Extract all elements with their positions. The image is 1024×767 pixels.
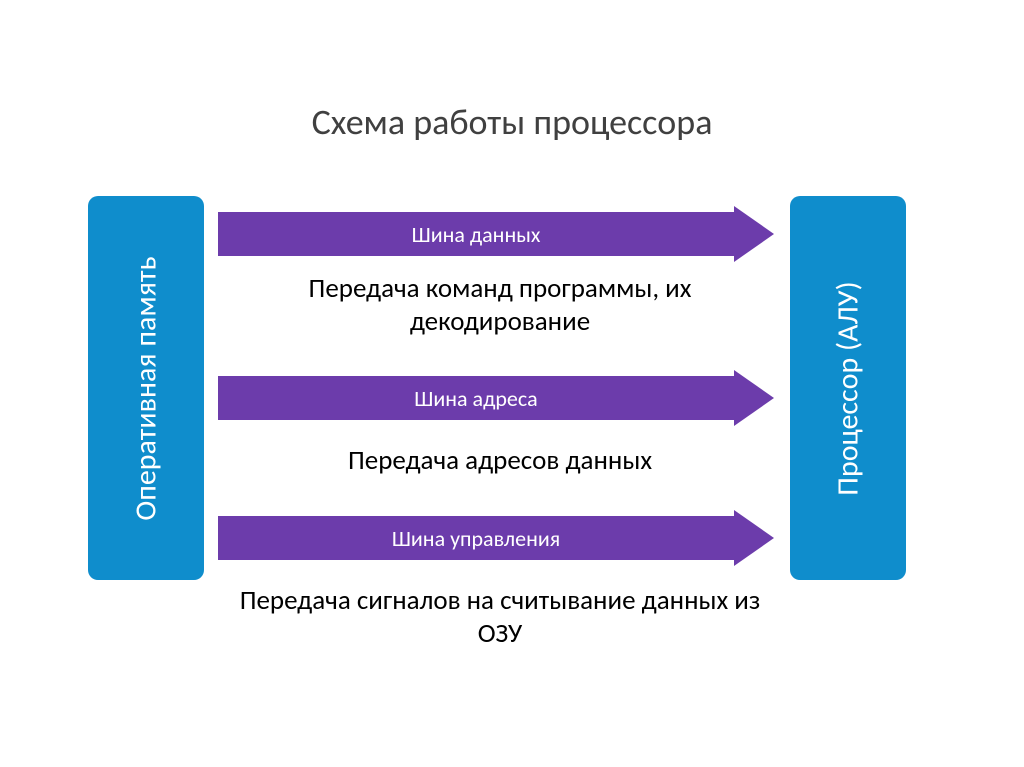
arrow-address-bus-description: Передача адресов данных xyxy=(220,444,780,477)
block-memory: Оперативная память xyxy=(88,196,204,580)
arrow-address-bus: Шина адреса xyxy=(218,370,774,426)
arrow-control-bus: Шина управления xyxy=(218,510,774,566)
arrow-address-bus-head xyxy=(734,370,774,426)
arrow-control-bus-body: Шина управления xyxy=(218,516,734,560)
arrow-data-bus: Шина данных xyxy=(218,206,774,262)
arrow-control-bus-description: Передача сигналов на считывание данных и… xyxy=(220,584,780,650)
arrow-data-bus-body: Шина данных xyxy=(218,212,734,256)
block-memory-label: Оперативная память xyxy=(128,256,165,520)
arrow-address-bus-label: Шина адреса xyxy=(414,385,537,412)
arrow-control-bus-label: Шина управления xyxy=(392,525,560,552)
block-processor: Процессор (АЛУ) xyxy=(790,196,906,580)
diagram-title: Схема работы процессора xyxy=(0,100,1024,144)
arrow-data-bus-head xyxy=(734,206,774,262)
block-processor-label: Процессор (АЛУ) xyxy=(830,281,867,495)
arrow-data-bus-description: Передача команд программы, их декодирова… xyxy=(220,272,780,338)
arrow-control-bus-head xyxy=(734,510,774,566)
arrow-data-bus-label: Шина данных xyxy=(412,221,541,248)
arrow-address-bus-body: Шина адреса xyxy=(218,376,734,420)
